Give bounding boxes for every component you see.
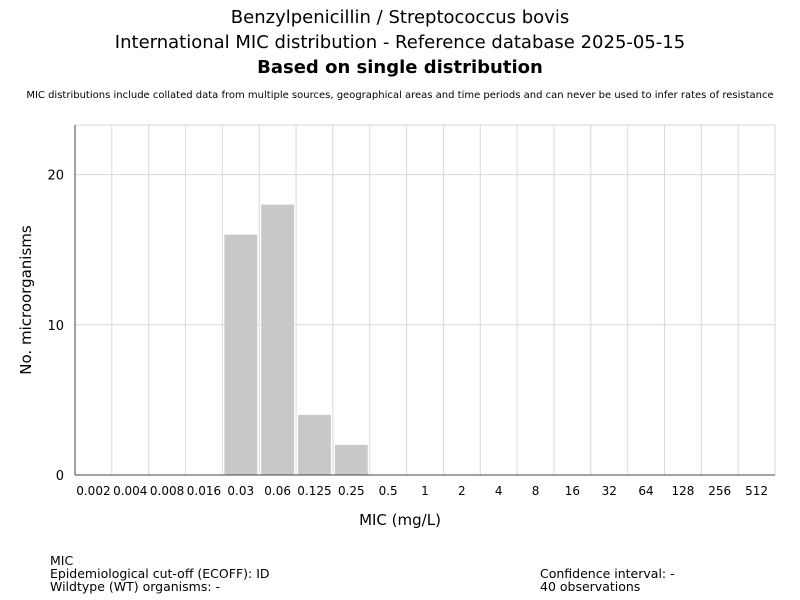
y-tick-label: 0 — [56, 469, 64, 484]
x-tick-label: 0.016 — [187, 484, 221, 498]
x-tick-label: 256 — [708, 484, 731, 498]
x-tick-label: 0.03 — [227, 484, 254, 498]
x-tick-label: 0.125 — [297, 484, 331, 498]
x-tick-label: 2 — [458, 484, 466, 498]
grid-layer — [74, 124, 776, 475]
bar-0.03 — [224, 234, 258, 475]
bar-layer — [224, 204, 368, 475]
y-tick-label: 20 — [47, 169, 64, 184]
x-tick-label: 8 — [532, 484, 540, 498]
mic-bar-chart: 0 10 20 0.002 0.004 0.008 0.016 0.03 0.06 0.125 0.… — [17, 124, 776, 529]
x-tick-label: 0.002 — [76, 484, 110, 498]
bar-0.06 — [261, 204, 295, 475]
bar-0.125 — [298, 414, 331, 475]
footer-confidence: Confidence interval: - — [540, 566, 675, 581]
footer-mic: MIC — [50, 553, 74, 568]
chart-title: Benzylpenicillin / Streptococcus bovis — [230, 7, 570, 28]
footer-observations: 40 observations — [540, 579, 641, 594]
footer-right: Confidence interval: - 40 observations — [540, 567, 675, 593]
x-axis-label: MIC (mg/L) — [359, 511, 441, 529]
x-tick-label: 0.5 — [379, 484, 398, 498]
chart-subtitle: International MIC distribution - Referen… — [114, 32, 686, 53]
y-axis-label: No. microorganisms — [17, 225, 35, 375]
x-tick-label: 16 — [565, 484, 580, 498]
footer-ecoff: Epidemiological cut-off (ECOFF): ID — [50, 566, 270, 581]
x-tick-label: 128 — [671, 484, 694, 498]
footer-left: MIC Epidemiological cut-off (ECOFF): ID … — [50, 554, 270, 593]
x-tick-label: 32 — [602, 484, 617, 498]
x-tick-label: 4 — [495, 484, 503, 498]
x-tick-label: 512 — [745, 484, 768, 498]
x-tick-label: 1 — [421, 484, 429, 498]
x-tick-label: 64 — [638, 484, 653, 498]
disclaimer-note: MIC distributions include collated data … — [26, 90, 774, 101]
x-tick-label: 0.004 — [113, 484, 147, 498]
footer-wildtype: Wildtype (WT) organisms: - — [50, 579, 221, 594]
y-tick-label: 10 — [47, 319, 64, 334]
chart-subtitle-bold: Based on single distribution — [257, 57, 543, 78]
axis-layer: 0 10 20 0.002 0.004 0.008 0.016 0.03 0.06 0.125 0.… — [47, 125, 775, 498]
x-tick-label: 0.06 — [264, 484, 291, 498]
x-tick-label: 0.008 — [150, 484, 184, 498]
bar-0.25 — [334, 444, 368, 475]
x-tick-label: 0.25 — [338, 484, 365, 498]
